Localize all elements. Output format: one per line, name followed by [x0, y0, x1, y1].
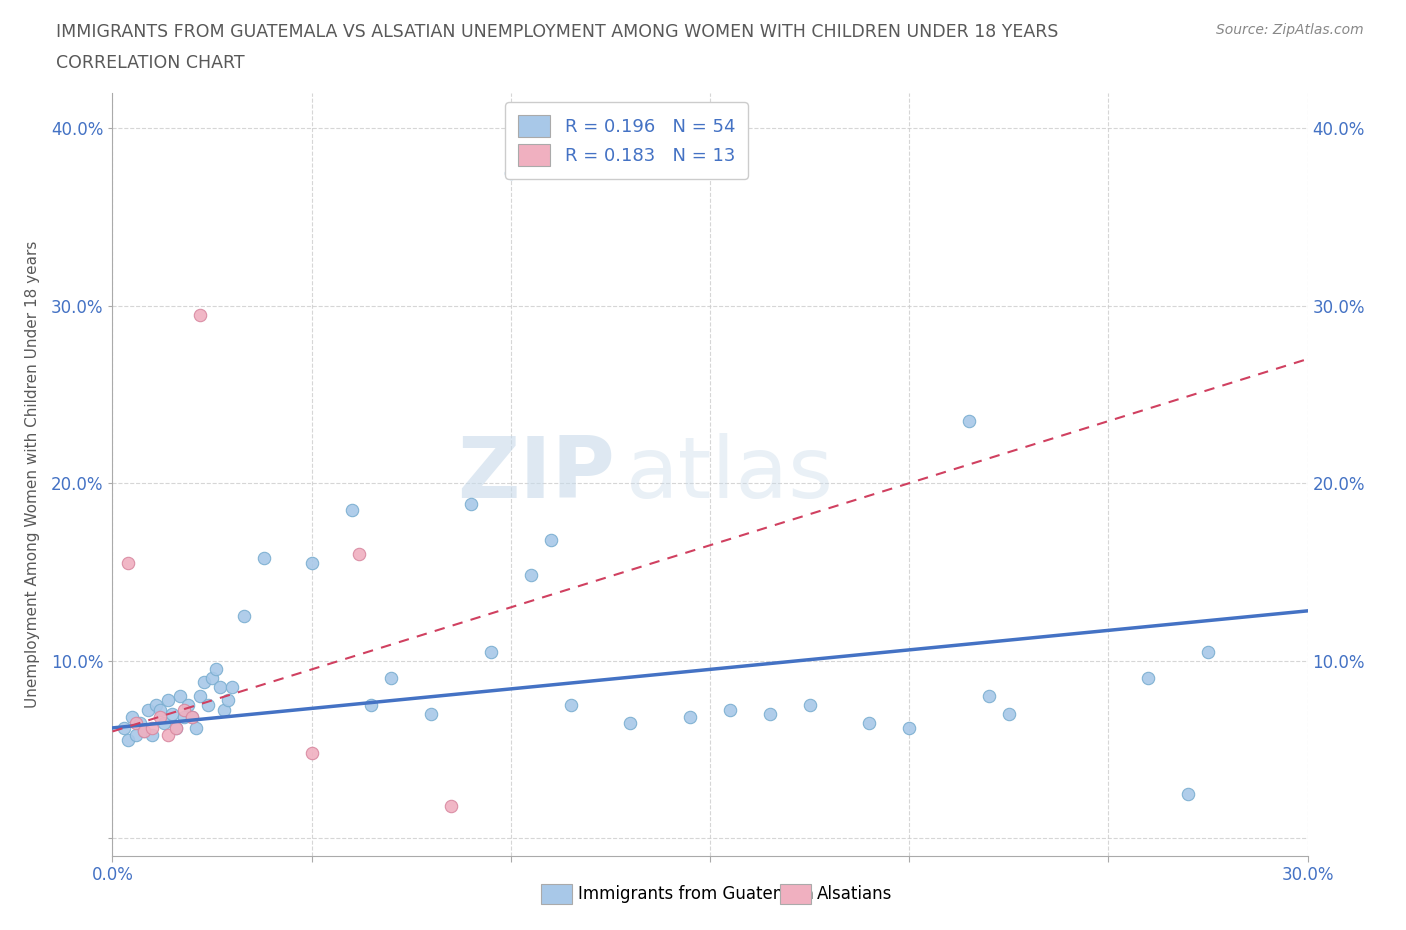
Point [162, 706, 183, 721]
Point [560, 698, 582, 712]
Text: CORRELATION CHART: CORRELATION CHART [56, 54, 245, 72]
Point [145, 698, 167, 712]
Point [201, 671, 224, 685]
Text: Alsatians: Alsatians [817, 884, 893, 903]
Point [181, 710, 204, 724]
Point [121, 710, 143, 724]
Point [197, 698, 219, 712]
Point [217, 692, 239, 707]
Point [141, 727, 163, 742]
Point [360, 698, 382, 712]
Point [340, 502, 363, 517]
Point [998, 706, 1021, 721]
Point [125, 727, 148, 742]
Point [420, 706, 443, 721]
Y-axis label: Unemployment Among Women with Children Under 18 years: Unemployment Among Women with Children U… [25, 241, 39, 708]
Point [349, 547, 371, 562]
Point [440, 799, 463, 814]
Point [149, 703, 172, 718]
Point [460, 497, 482, 512]
Point [540, 533, 562, 548]
Point [173, 710, 195, 724]
Point [212, 703, 235, 718]
Point [380, 671, 402, 685]
Point [479, 644, 502, 659]
Point [134, 724, 156, 739]
Point [117, 733, 139, 748]
Point [169, 688, 191, 703]
Point [177, 698, 200, 712]
Text: IMMIGRANTS FROM GUATEMALA VS ALSATIAN UNEMPLOYMENT AMONG WOMEN WITH CHILDREN UND: IMMIGRANTS FROM GUATEMALA VS ALSATIAN UN… [56, 23, 1059, 41]
Point [193, 674, 215, 689]
Point [138, 703, 160, 718]
Point [233, 609, 256, 624]
Point [301, 555, 323, 570]
Point [188, 688, 211, 703]
Point [149, 710, 172, 724]
Point [898, 721, 921, 736]
Point [209, 680, 232, 695]
Point [520, 568, 543, 583]
Point [679, 710, 702, 724]
Point [165, 721, 187, 736]
Point [499, 166, 522, 180]
Point [186, 721, 208, 736]
Point [1137, 671, 1160, 685]
Legend: R = 0.196   N = 54, R = 0.183   N = 13: R = 0.196 N = 54, R = 0.183 N = 13 [505, 102, 748, 179]
Point [759, 706, 782, 721]
Point [977, 688, 1000, 703]
Point [957, 414, 980, 429]
Point [301, 745, 323, 760]
Point [858, 715, 880, 730]
Text: Immigrants from Guatemala: Immigrants from Guatemala [578, 884, 814, 903]
Point [221, 680, 243, 695]
Point [134, 724, 156, 739]
Point [157, 692, 180, 707]
Point [718, 703, 741, 718]
Point [165, 721, 187, 736]
Point [181, 710, 204, 724]
Point [619, 715, 641, 730]
Point [125, 715, 148, 730]
Point [141, 721, 163, 736]
Point [157, 727, 180, 742]
Point [114, 721, 135, 736]
Point [1197, 644, 1219, 659]
Text: Source: ZipAtlas.com: Source: ZipAtlas.com [1216, 23, 1364, 37]
Point [188, 307, 211, 322]
Point [129, 715, 152, 730]
Point [153, 715, 176, 730]
Point [1177, 786, 1199, 801]
Text: ZIP: ZIP [457, 432, 614, 516]
Point [173, 703, 195, 718]
Point [117, 555, 139, 570]
Point [253, 551, 276, 565]
Text: atlas: atlas [627, 432, 834, 516]
Point [205, 662, 228, 677]
Point [799, 698, 821, 712]
